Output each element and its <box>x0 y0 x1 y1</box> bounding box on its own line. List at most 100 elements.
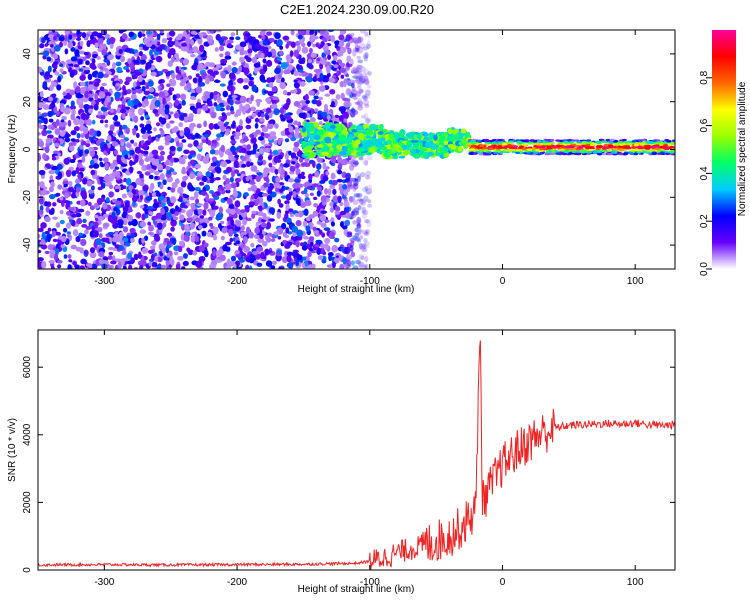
heatmap-cell <box>145 123 152 132</box>
heatmap-cell <box>60 105 65 113</box>
heatmap-cell <box>177 186 184 195</box>
heatmap-cell <box>358 75 366 84</box>
heatmap-cell <box>122 226 129 233</box>
heatmap-cell <box>159 128 163 132</box>
heatmap-cell <box>73 64 80 68</box>
heatmap-cell <box>148 59 154 64</box>
heatmap-cell <box>68 166 74 171</box>
heatmap-cell <box>134 154 139 161</box>
heatmap-cell <box>339 263 345 269</box>
heatmap-cell <box>247 36 254 44</box>
heatmap-cell <box>176 146 183 152</box>
heatmap-cell <box>297 34 303 40</box>
heatmap-cell <box>316 163 322 170</box>
heatmap-cell <box>181 139 187 143</box>
heatmap-cell <box>49 252 55 259</box>
heatmap-cell <box>274 32 281 40</box>
heatmap-cell <box>226 97 231 104</box>
heatmap-cell <box>311 183 319 188</box>
heatmap-cell <box>223 101 229 107</box>
heatmap-cell <box>339 62 346 68</box>
heatmap-cell <box>154 170 160 176</box>
heatmap-cell <box>233 135 240 140</box>
heatmap-cell <box>309 192 314 196</box>
heatmap-cell <box>192 249 198 256</box>
heatmap-cell <box>334 114 340 119</box>
heatmap-cell <box>166 83 171 87</box>
heatmap-cell <box>198 44 205 53</box>
heatmap-cell <box>197 37 203 45</box>
heatmap-cell <box>75 166 80 174</box>
heatmap-cell <box>276 39 283 47</box>
heatmap-cell <box>44 145 50 154</box>
heatmap-cell <box>42 81 48 88</box>
heatmap-cell <box>277 154 283 160</box>
heatmap-cell <box>103 213 109 218</box>
heatmap-cell <box>172 216 179 221</box>
heatmap-cell <box>84 229 89 235</box>
heatmap-cell <box>318 85 326 92</box>
heatmap-cell <box>263 90 269 94</box>
heatmap-cell <box>124 80 130 86</box>
heatmap-cell <box>352 199 359 206</box>
heatmap-cell <box>114 166 120 170</box>
heatmap-cell <box>157 181 162 185</box>
heatmap-cell <box>186 247 191 253</box>
heatmap-cell <box>38 153 42 161</box>
heatmap-cell <box>67 254 72 259</box>
heatmap-cell <box>153 127 157 132</box>
heatmap-cell <box>235 131 241 137</box>
heatmap-cell <box>273 182 281 187</box>
heatmap-cell <box>96 130 101 137</box>
heatmap-cell <box>320 222 327 228</box>
heatmap-cell <box>112 222 119 229</box>
heatmap-cell <box>229 205 235 209</box>
heatmap-cell <box>216 133 223 138</box>
heatmap-cell <box>146 205 154 211</box>
heatmap-cell <box>609 138 615 142</box>
heatmap-cell <box>79 74 86 81</box>
heatmap-cell <box>298 58 305 65</box>
heatmap-cell <box>94 42 99 49</box>
heatmap-cell <box>243 67 250 75</box>
heatmap-cell <box>107 231 115 236</box>
heatmap-cell <box>167 89 172 94</box>
heatmap-cell <box>131 218 138 227</box>
heatmap-cell <box>99 86 105 92</box>
heatmap-cell <box>157 85 162 89</box>
heatmap-cell <box>232 120 236 128</box>
heatmap-cell <box>299 100 307 104</box>
heatmap-cell <box>114 85 119 89</box>
heatmap-cell <box>49 175 54 181</box>
heatmap-cell <box>38 140 45 148</box>
heatmap-cell <box>439 135 446 142</box>
heatmap-cell <box>135 212 142 219</box>
heatmap-cell <box>259 52 265 59</box>
heatmap-cell <box>47 110 54 118</box>
heatmap-cell <box>146 164 152 170</box>
heatmap-cell <box>340 74 345 79</box>
heatmap-cell <box>323 187 329 195</box>
heatmap-cell <box>38 249 42 254</box>
heatmap-cell <box>302 236 310 240</box>
heatmap-cell <box>169 208 176 215</box>
heatmap-cell <box>190 39 195 46</box>
heatmap-cell <box>196 123 202 129</box>
heatmap-cell <box>363 75 369 82</box>
heatmap-cell <box>346 206 352 212</box>
heatmap-cell <box>250 94 254 102</box>
heatmap-cell <box>78 97 84 105</box>
heatmap-cell <box>53 253 59 261</box>
heatmap-cell <box>182 30 187 37</box>
heatmap-cell <box>416 133 422 140</box>
heatmap-cell <box>236 146 241 151</box>
heatmap-cell <box>319 229 323 235</box>
heatmap-cell <box>101 82 107 87</box>
heatmap-cell <box>330 172 336 180</box>
heatmap-cell <box>350 210 355 217</box>
heatmap-cell <box>168 30 176 37</box>
heatmap-cell <box>163 237 170 243</box>
heatmap-cell <box>317 255 324 261</box>
heatmap-cell <box>224 55 232 60</box>
heatmap-cell <box>240 147 247 154</box>
